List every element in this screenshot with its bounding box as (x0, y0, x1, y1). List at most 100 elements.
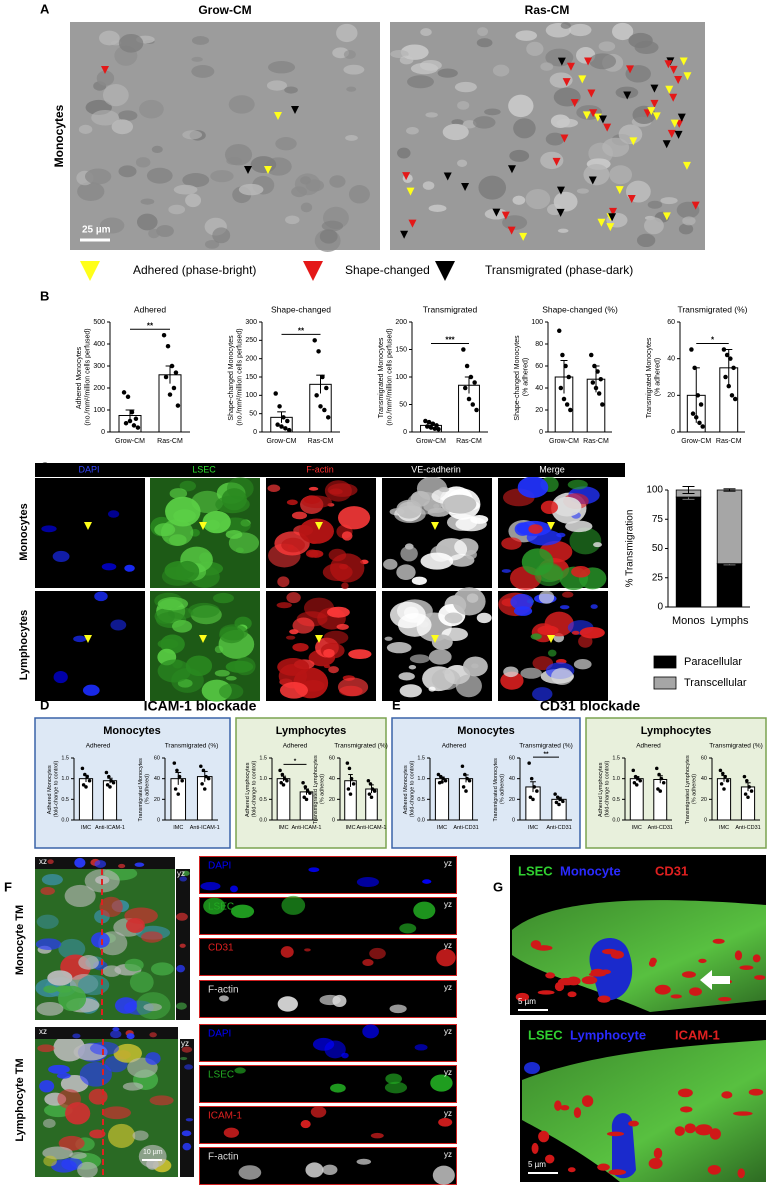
data-point (695, 393, 701, 398)
cell (341, 1052, 349, 1059)
chart-title: Transmigrated (423, 304, 478, 314)
y-tick-label: 40 (535, 385, 543, 392)
data-point (201, 768, 206, 773)
cell (150, 962, 174, 976)
cell (419, 59, 442, 71)
arrowhead (291, 106, 299, 114)
cell (113, 1043, 142, 1063)
y-tick-label: 0.5 (61, 797, 69, 803)
data-point (638, 778, 642, 783)
arrowhead (461, 183, 470, 192)
data-point (432, 426, 438, 431)
data-point (84, 785, 88, 789)
render-spot (752, 954, 761, 963)
y-tick-label: 25 (652, 572, 664, 583)
data-point (725, 778, 730, 783)
cell (338, 506, 371, 530)
data-point (286, 427, 292, 433)
y-tick-label: 500 (93, 319, 105, 326)
cell (565, 520, 593, 533)
x-tick-label: Grow-CM (115, 438, 145, 445)
cell (452, 587, 486, 616)
cell (156, 225, 174, 238)
cell (410, 490, 431, 507)
channel-label: F-actin (208, 985, 239, 996)
cell (514, 522, 531, 536)
data-point (726, 383, 731, 389)
channel-label: VE-cadherin (411, 464, 461, 474)
cell (327, 483, 358, 497)
data-point (123, 420, 129, 426)
y-axis-label: Transmigrated Monocytes (% adhered) (646, 336, 661, 419)
cell (141, 931, 163, 943)
render-spot (698, 958, 707, 964)
data-point (596, 391, 602, 396)
group-title: Monocytes (103, 725, 160, 737)
significance-label: * (294, 758, 297, 765)
cell (571, 630, 580, 635)
cell (238, 183, 264, 196)
arrowhead (431, 635, 439, 643)
cell (118, 863, 126, 869)
arrowhead (556, 186, 565, 195)
data-point (595, 369, 600, 374)
cell (77, 1161, 98, 1178)
bar-segment (716, 563, 743, 608)
arrowhead (691, 201, 700, 210)
chart-title: Transmigrated (%) (677, 304, 747, 314)
cell (515, 30, 538, 41)
cell (180, 1056, 188, 1061)
data-point (598, 376, 603, 382)
cell (36, 1002, 64, 1016)
data-point (718, 768, 723, 773)
y-tick-label: 0 (539, 429, 543, 436)
cell (102, 84, 129, 107)
arrowhead (650, 84, 659, 93)
cell (362, 959, 374, 967)
cell (132, 1130, 149, 1141)
bar (434, 778, 450, 821)
cell (406, 126, 419, 135)
cell (89, 1129, 106, 1139)
arrowhead (582, 111, 591, 120)
group-title: Monocytes (457, 725, 514, 737)
y-tick-label: 1.0 (417, 776, 425, 782)
arrowhead (584, 57, 593, 66)
cell (151, 145, 163, 154)
cell (520, 667, 542, 679)
y-tick-label: 250 (245, 337, 257, 344)
cell (129, 971, 154, 993)
arrowhead (519, 232, 528, 241)
data-point (171, 385, 177, 391)
cell (214, 669, 230, 677)
cell (88, 1088, 108, 1105)
cell (578, 635, 593, 648)
bar-segment (675, 496, 702, 608)
cell (312, 1037, 335, 1051)
cell (35, 938, 62, 950)
cell (202, 510, 231, 534)
arrowhead (669, 93, 678, 102)
cell (343, 50, 356, 59)
cell (101, 563, 117, 571)
data-point (204, 774, 208, 779)
x-tick-label: Monos (672, 615, 706, 627)
cell (160, 519, 194, 546)
cell (168, 204, 186, 215)
cell (82, 684, 100, 696)
y-axis-label: % Transmigration (625, 510, 636, 588)
data-point (746, 795, 750, 800)
cell (114, 997, 138, 1014)
cell (341, 531, 353, 541)
data-point (749, 789, 754, 793)
cell (602, 137, 630, 157)
cell (107, 510, 120, 518)
data-point (345, 761, 350, 765)
cell (204, 239, 220, 249)
cell (454, 81, 477, 93)
data-point (176, 792, 181, 796)
cell (427, 507, 450, 517)
data-point (303, 785, 308, 789)
y-tick-label: 1.5 (61, 755, 69, 761)
cell (36, 914, 59, 929)
